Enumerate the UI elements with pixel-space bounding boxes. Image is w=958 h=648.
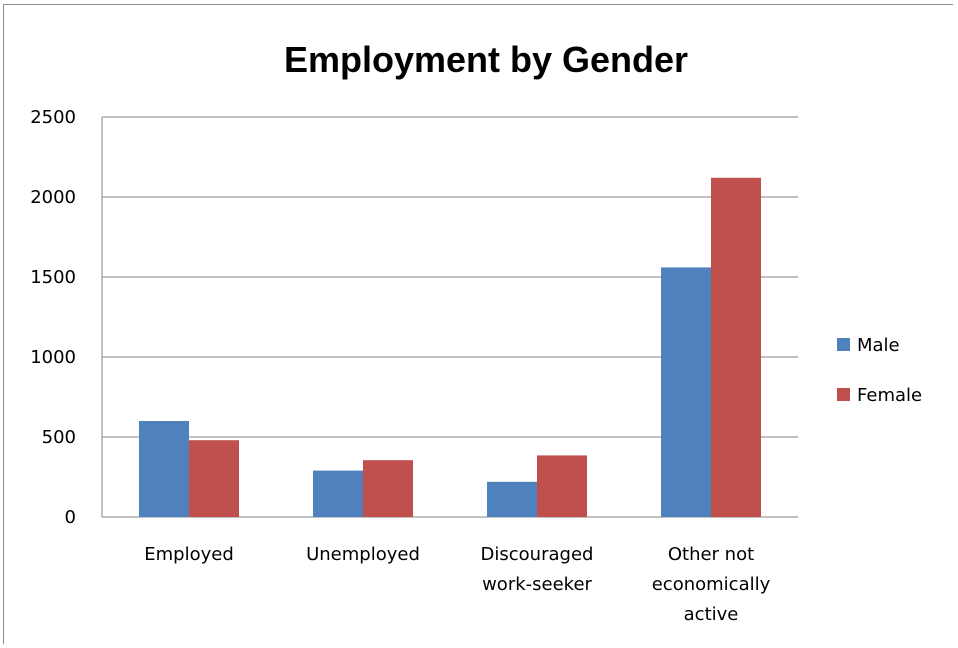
chart-frame — [3, 4, 953, 644]
legend-label-female: Female — [857, 385, 922, 406]
chart-title: Employment by Gender — [284, 39, 688, 80]
bar-male-3 — [661, 267, 711, 517]
y-tick-label: 2000 — [30, 187, 76, 208]
bars — [139, 177, 761, 518]
bar-female-2 — [537, 455, 587, 517]
legend: Male Female — [837, 335, 922, 406]
category-label: Discouraged — [481, 544, 594, 565]
bar-male-2 — [487, 481, 537, 517]
category-label: Employed — [144, 544, 234, 565]
category-label: work-seeker — [482, 574, 592, 595]
y-tick-label: 500 — [42, 427, 76, 448]
category-label: economically — [652, 574, 771, 595]
legend-swatch-female — [837, 388, 850, 401]
legend-swatch-male — [837, 338, 850, 351]
y-tick-label: 0 — [65, 507, 76, 528]
y-axis-ticks: 0 500 1000 1500 2000 2500 — [30, 107, 76, 528]
category-label: Other not — [668, 544, 754, 565]
bar-female-3 — [711, 177, 761, 518]
category-label: active — [684, 604, 739, 625]
bar-female-1 — [363, 460, 413, 517]
y-tick-label: 1000 — [30, 347, 76, 368]
x-axis-labels: Employed Unemployed Discouraged work-seeker… — [144, 544, 770, 625]
legend-label-male: Male — [857, 335, 900, 356]
bar-male-0 — [139, 421, 189, 517]
y-tick-label: 1500 — [30, 267, 76, 288]
bar-female-0 — [189, 440, 239, 517]
y-tick-label: 2500 — [30, 107, 76, 128]
category-label: Unemployed — [306, 544, 420, 565]
bar-male-1 — [313, 470, 363, 517]
